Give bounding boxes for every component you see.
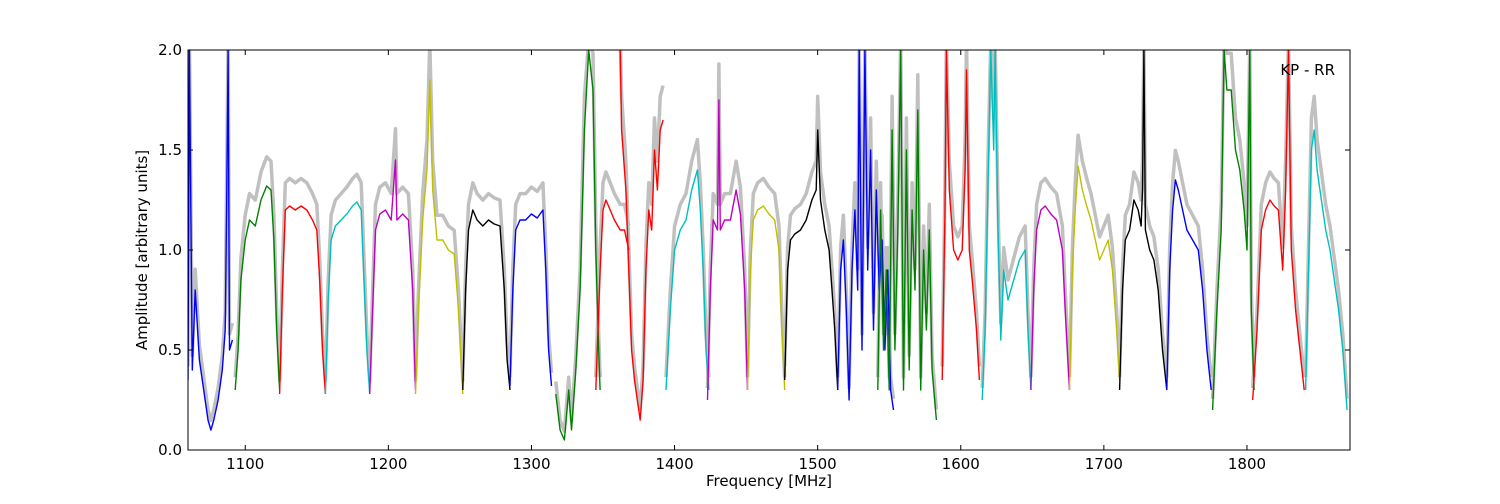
x-tick-label: 1700 xyxy=(1085,455,1123,473)
chart-annotation: KP - RR xyxy=(1280,61,1335,79)
series-line-11 xyxy=(665,169,710,391)
series-line-19 xyxy=(1030,205,1071,391)
series-line-6 xyxy=(462,209,511,391)
series-line-5 xyxy=(414,79,464,395)
background-spectrum-line-3 xyxy=(323,172,372,382)
plot-area xyxy=(188,50,1349,441)
series-line-0 xyxy=(188,50,234,431)
x-tick-label: 1200 xyxy=(369,455,407,473)
series-line-14 xyxy=(784,129,839,391)
background-spectrum-line-24 xyxy=(1250,50,1306,389)
series-line-12 xyxy=(706,99,749,401)
background-spectrum-line-10 xyxy=(594,170,631,378)
background-spectrum-line-22 xyxy=(1165,148,1213,378)
background-spectrum-line-9 xyxy=(618,50,665,412)
background-spectrum-line-1 xyxy=(233,155,282,378)
series-line-16 xyxy=(877,50,938,421)
background-spectrum-line-20 xyxy=(1067,133,1122,378)
background-spectrum-line-6 xyxy=(461,181,512,378)
x-tick-label: 1400 xyxy=(655,455,693,473)
background-spectrum-line-19 xyxy=(1029,176,1072,378)
background-spectrum-line-11 xyxy=(664,137,711,378)
y-tick-label: 2.0 xyxy=(158,41,182,59)
y-tick-label: 0.0 xyxy=(158,441,182,459)
background-spectrum-line-17 xyxy=(940,50,982,367)
series-line-23 xyxy=(1211,50,1255,411)
series-line-3 xyxy=(324,201,371,395)
series-line-20 xyxy=(1068,165,1121,391)
series-line-24 xyxy=(1252,50,1305,401)
series-line-10 xyxy=(595,199,630,391)
series-line-4 xyxy=(369,159,417,395)
series-line-8 xyxy=(555,50,601,441)
background-spectrum-line-7 xyxy=(508,181,554,374)
series-line-25 xyxy=(1304,129,1348,411)
series-line-2 xyxy=(278,205,327,395)
series-line-7 xyxy=(509,209,553,387)
x-tick-label: 1600 xyxy=(942,455,980,473)
background-spectrum-line-14 xyxy=(782,94,840,378)
series-line-15 xyxy=(837,50,895,411)
series-line-22 xyxy=(1166,179,1212,391)
series-line-21 xyxy=(1118,50,1168,391)
series-line-17 xyxy=(941,50,981,381)
background-spectrum-line-13 xyxy=(745,176,787,378)
background-spectrum-line-4 xyxy=(367,127,418,382)
background-spectrum-line-25 xyxy=(1303,94,1349,399)
background-spectrum-line-12 xyxy=(705,62,750,389)
y-tick-label: 1.0 xyxy=(158,241,182,259)
series-line-13 xyxy=(746,205,786,391)
series-line-1 xyxy=(234,185,281,391)
series-line-9 xyxy=(619,50,664,421)
axis-ticks: 1100 1200 1300 1400 1500 1600 1700 1800 0.0 0.5 1.… xyxy=(158,41,1350,473)
series-line-18 xyxy=(981,50,1032,401)
x-tick-label: 1100 xyxy=(226,455,264,473)
background-spectrum-line-5 xyxy=(413,50,465,382)
y-axis-label: Amplitude [arbitrary units] xyxy=(133,150,151,350)
x-tick-label: 1500 xyxy=(799,455,837,473)
x-tick-label: 1800 xyxy=(1228,455,1266,473)
y-tick-label: 1.5 xyxy=(158,141,182,159)
series-group xyxy=(188,50,1349,441)
x-axis-label: Frequency [MHz] xyxy=(706,472,832,490)
x-tick-label: 1300 xyxy=(512,455,550,473)
background-spectrum-line-2 xyxy=(277,176,328,382)
y-tick-label: 0.5 xyxy=(158,341,182,359)
